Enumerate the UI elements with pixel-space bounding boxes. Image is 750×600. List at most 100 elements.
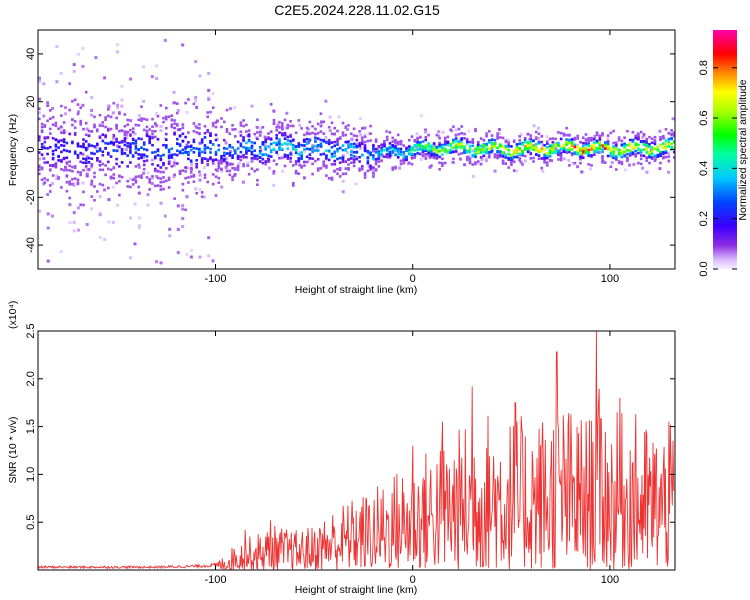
heatmap-cell xyxy=(322,132,325,135)
heatmap-cell xyxy=(650,146,654,149)
heatmap-cell xyxy=(112,149,116,152)
heatmap-cell xyxy=(129,161,132,164)
heatmap-cell xyxy=(550,159,553,163)
heatmap-cell xyxy=(118,193,121,197)
heatmap-cell xyxy=(597,151,601,154)
heatmap-cell xyxy=(142,141,146,144)
heatmap-cell xyxy=(510,157,513,160)
heatmap-cell xyxy=(416,148,419,152)
heatmap-cell xyxy=(54,164,58,168)
heatmap-cell xyxy=(443,136,447,140)
heatmap-cell xyxy=(214,175,218,178)
heatmap-cell xyxy=(286,139,290,142)
heatmap-cell xyxy=(587,139,590,143)
heatmap-cell xyxy=(192,138,196,142)
heatmap-cell xyxy=(535,147,538,151)
y-tick-label: 20 xyxy=(25,96,37,108)
heatmap-cell xyxy=(54,143,58,147)
heatmap-cell xyxy=(211,124,215,127)
heatmap-cell xyxy=(90,108,94,112)
heatmap-cell xyxy=(477,146,480,149)
heatmap-cell xyxy=(49,168,52,172)
heatmap-cell xyxy=(670,142,673,146)
heatmap-cell xyxy=(167,160,171,164)
heatmap-cell xyxy=(228,145,232,149)
heatmap-cell xyxy=(601,161,604,164)
heatmap-cell xyxy=(234,167,237,170)
heatmap-cell xyxy=(471,139,475,142)
heatmap-cell xyxy=(173,173,176,177)
heatmap-cell xyxy=(576,149,579,152)
heatmap-cell xyxy=(593,144,596,147)
x-tick-label: 0 xyxy=(410,574,416,586)
heatmap-cell xyxy=(195,131,198,134)
heatmap-cell xyxy=(316,158,320,161)
heatmap-cell xyxy=(546,140,549,143)
heatmap-cell xyxy=(123,138,127,141)
heatmap-cell xyxy=(194,96,198,99)
heatmap-cell xyxy=(352,151,356,154)
heatmap-cell xyxy=(159,177,163,180)
heatmap-cell xyxy=(134,147,138,151)
heatmap-cell xyxy=(664,147,668,150)
heatmap-cell xyxy=(565,148,568,152)
heatmap-cell xyxy=(372,149,376,153)
heatmap-cell xyxy=(246,161,250,165)
heatmap-cell xyxy=(281,132,284,135)
heatmap-cell xyxy=(374,138,378,141)
heatmap-cell xyxy=(606,142,610,145)
heatmap-cell xyxy=(261,161,265,165)
heatmap-cell xyxy=(667,131,671,135)
heatmap-cell xyxy=(645,141,648,145)
heatmap-cell xyxy=(316,144,320,147)
heatmap-cell xyxy=(506,138,510,142)
heatmap-cell xyxy=(246,164,250,167)
heatmap-cell xyxy=(396,152,400,156)
heatmap-cell xyxy=(656,154,660,158)
heatmap-cell xyxy=(485,151,488,155)
heatmap-cell xyxy=(253,149,256,152)
heatmap-cell xyxy=(178,170,182,174)
heatmap-cell xyxy=(396,156,400,159)
heatmap-cell xyxy=(468,140,472,144)
heatmap-cell xyxy=(341,131,345,134)
heatmap-cell xyxy=(57,127,60,130)
heatmap-cell xyxy=(84,148,88,152)
heatmap-cell xyxy=(388,142,392,145)
heatmap-cell xyxy=(242,156,245,159)
heatmap-cell xyxy=(286,155,290,158)
heatmap-cell xyxy=(87,129,91,133)
heatmap-cell xyxy=(184,147,187,151)
heatmap-cell xyxy=(90,165,94,169)
heatmap-cell xyxy=(405,155,408,159)
heatmap-cell xyxy=(178,128,182,131)
heatmap-cell xyxy=(283,155,287,159)
heatmap-cell xyxy=(156,138,160,141)
heatmap-cell xyxy=(206,180,209,184)
heatmap-cell xyxy=(662,152,665,155)
y-tick-label: -20 xyxy=(25,189,37,205)
heatmap-cell xyxy=(587,144,590,147)
heatmap-cell xyxy=(532,145,535,148)
heatmap-cell xyxy=(192,140,196,144)
heatmap-cell xyxy=(438,161,441,165)
heatmap-cell xyxy=(327,139,331,142)
colorbar-tick-label: 0.2 xyxy=(698,211,710,226)
heatmap-cell xyxy=(247,149,251,152)
heatmap-cell xyxy=(488,151,491,154)
heatmap-cell xyxy=(303,144,306,147)
heatmap-cell xyxy=(242,124,245,128)
heatmap-cell xyxy=(90,157,94,160)
heatmap-cell xyxy=(129,142,132,145)
heatmap-cell xyxy=(261,157,265,161)
heatmap-cell xyxy=(518,139,521,142)
heatmap-cell xyxy=(567,158,571,162)
heatmap-cell xyxy=(467,129,471,133)
heatmap-cell xyxy=(468,144,472,148)
heatmap-cell xyxy=(115,149,118,152)
heatmap-cell xyxy=(477,150,480,154)
heatmap-cell xyxy=(167,148,171,152)
spectrogram-heatmap xyxy=(38,30,675,269)
heatmap-cell xyxy=(535,143,538,146)
heatmap-cell xyxy=(529,143,533,146)
